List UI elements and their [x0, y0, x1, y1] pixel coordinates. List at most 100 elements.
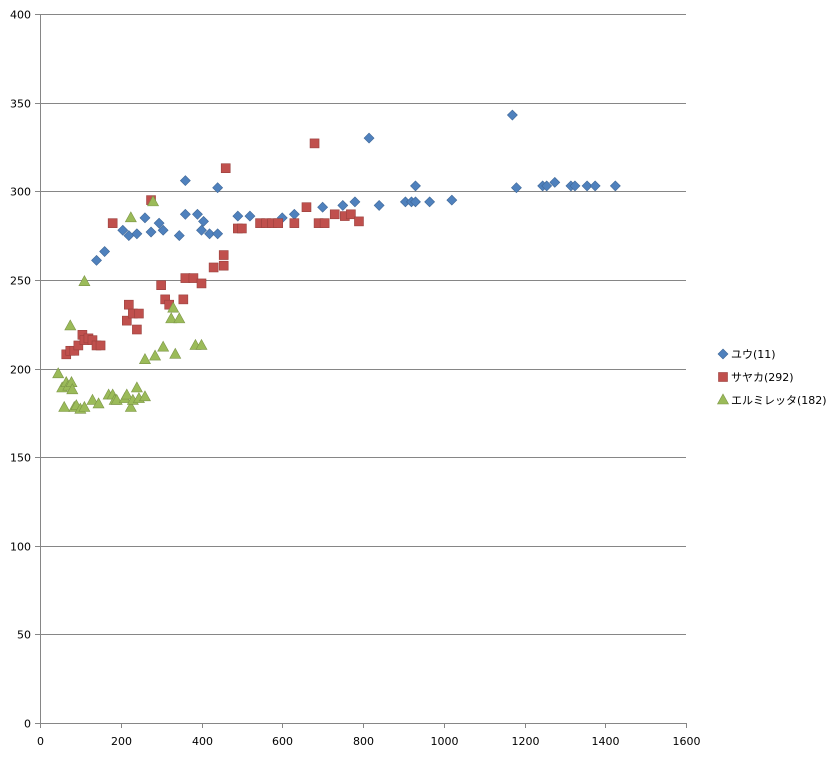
y-tick-label: 150: [10, 452, 31, 465]
data-point: [153, 217, 165, 229]
data-point: [569, 180, 581, 192]
y-tick-label: 300: [10, 186, 31, 199]
legend-item: ユウ(11): [717, 348, 776, 361]
data-point: [138, 390, 151, 402]
data-point: [511, 182, 522, 194]
data-point: [424, 196, 436, 208]
data-point: [289, 218, 300, 228]
y-tick-label: 50: [17, 629, 31, 642]
data-point: [124, 400, 137, 412]
data-point: [178, 294, 189, 305]
data-point: [220, 163, 231, 174]
data-point: [173, 230, 185, 241]
legend-label: エルミレッタ(182): [731, 394, 827, 407]
data-point: [196, 278, 207, 289]
data-point: [581, 180, 593, 192]
data-point: [124, 211, 137, 223]
data-point: [120, 388, 133, 400]
data-point: [131, 228, 143, 240]
data-point: [196, 224, 207, 236]
data-point: [134, 308, 144, 319]
gridlines: [40, 14, 686, 635]
x-tick-label: 1200: [512, 735, 540, 748]
data-point: [130, 381, 143, 393]
data-point: [117, 224, 129, 236]
data-point: [549, 176, 561, 188]
data-point: [179, 208, 191, 220]
data-point: [337, 200, 349, 211]
data-point: [354, 216, 364, 227]
y-tick-label: 200: [10, 364, 31, 377]
legend-marker: [716, 393, 730, 405]
data-point: [78, 400, 91, 412]
data-point: [188, 273, 199, 283]
legend-marker: [718, 372, 728, 382]
data-point: [192, 208, 203, 220]
data-point: [78, 275, 91, 286]
data-point: [173, 312, 186, 324]
data-point: [541, 180, 553, 192]
data-point: [157, 340, 170, 352]
data-point: [204, 228, 215, 240]
data-point: [410, 180, 421, 192]
legend-item: サヤカ(292): [718, 371, 794, 384]
legend-label: サヤカ(292): [731, 371, 794, 384]
data-point: [157, 224, 169, 236]
data-point: [589, 180, 601, 192]
data-point: [506, 109, 518, 121]
data-point: [363, 132, 375, 144]
data-point: [208, 262, 219, 273]
y-tick-label: 0: [24, 718, 31, 731]
data-point: [149, 349, 162, 361]
data-point: [156, 280, 166, 290]
data-point: [319, 218, 330, 228]
data-point: [66, 383, 79, 395]
x-tick-label: 400: [192, 735, 213, 748]
x-tick-label: 0: [37, 735, 44, 748]
data-point: [212, 228, 224, 240]
data-point: [73, 340, 84, 351]
legend-label: ユウ(11): [731, 348, 776, 361]
data-point: [147, 195, 160, 207]
data-point: [237, 223, 247, 234]
data-point: [145, 226, 157, 238]
data-point: [165, 312, 178, 324]
series-triangle: [52, 195, 208, 414]
data-point: [167, 301, 180, 313]
data-point: [180, 273, 191, 283]
data-point: [169, 347, 182, 359]
legend-item: エルミレッタ(182): [716, 393, 827, 407]
x-tick-label: 800: [353, 735, 374, 748]
legend-marker: [717, 348, 729, 360]
data-point: [122, 315, 132, 326]
data-point: [195, 338, 208, 350]
data-point: [317, 201, 329, 213]
data-point: [99, 246, 111, 257]
y-tick-label: 100: [10, 541, 31, 554]
data-point: [86, 393, 99, 405]
data-point: [138, 353, 151, 364]
data-point: [64, 319, 77, 331]
y-tick-label: 350: [10, 98, 31, 111]
data-point: [132, 324, 142, 335]
x-tick-label: 600: [272, 735, 293, 748]
data-point: [446, 194, 458, 206]
y-tick-label: 400: [10, 9, 31, 22]
data-point: [410, 196, 421, 208]
series-diamond: [91, 109, 621, 266]
legend: ユウ(11) サヤカ(292) エルミレッタ(182): [716, 348, 827, 407]
data-point: [373, 200, 385, 211]
data-point: [107, 218, 118, 228]
data-point: [609, 180, 621, 192]
data-point: [218, 260, 229, 271]
data-series: [52, 109, 621, 414]
data-point: [58, 400, 71, 412]
data-point: [244, 210, 256, 222]
axes: [35, 14, 687, 728]
x-tick-label: 1600: [673, 735, 701, 748]
data-point: [218, 250, 229, 260]
data-point: [179, 175, 191, 187]
data-point: [329, 209, 340, 220]
data-point: [212, 182, 224, 194]
data-point: [52, 367, 65, 379]
